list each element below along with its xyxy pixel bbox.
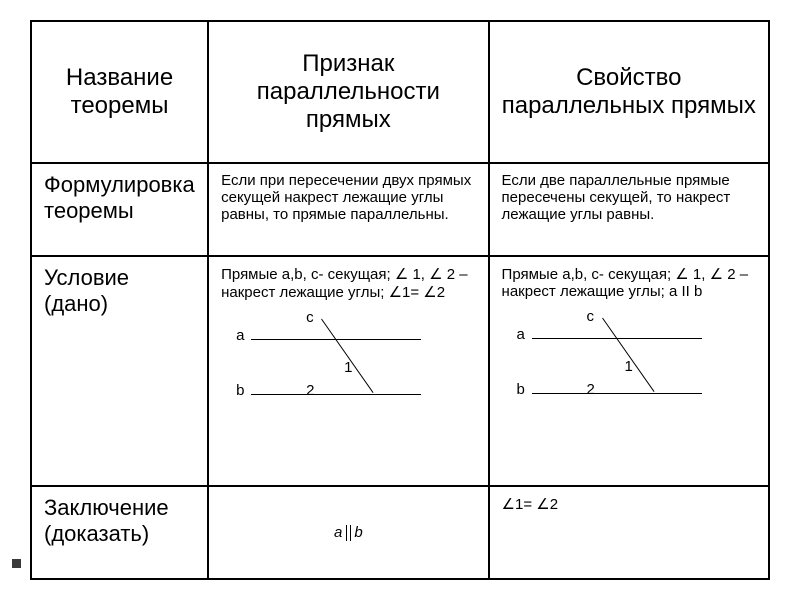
diagram2-line-b (532, 393, 702, 394)
diagram-label-b: b (236, 382, 244, 399)
formulation-criterion: Если при пересечении двух прямых секущей… (208, 163, 488, 256)
diagram2-line-c (602, 318, 654, 392)
theorem-comparison-table: Название теоремы Признак параллельности … (30, 20, 770, 580)
diagram2-label-b: b (517, 381, 525, 398)
diagram-criterion: a b c 1 2 (221, 309, 441, 419)
conclusion-row: Заключение (доказать) ab ∠1= ∠2 (31, 486, 769, 579)
formula-b: b (354, 524, 362, 541)
diagram-line-c (321, 319, 373, 393)
diagram-label-1: 1 (344, 359, 352, 376)
header-parallelism-criterion: Признак параллельности прямых (208, 21, 488, 163)
diagram2-label-2: 2 (587, 381, 595, 398)
formulation-property: Если две параллельные прямые пересечены … (489, 163, 769, 256)
diagram-label-c: c (306, 309, 314, 326)
diagram-label-a: a (236, 327, 244, 344)
condition-criterion: Прямые a,b, c- секущая; ∠ 1, ∠ 2 –накрес… (208, 256, 488, 486)
diagram-line-b (251, 394, 421, 395)
diagram-label-2: 2 (306, 382, 314, 399)
header-theorem-name: Название теоремы (31, 21, 208, 163)
formulation-label: Формулировка теоремы (31, 163, 208, 256)
condition-property: Прямые a,b, c- секущая; ∠ 1, ∠ 2 –накрес… (489, 256, 769, 486)
condition-label: Условие (дано) (31, 256, 208, 486)
header-row: Название теоремы Признак параллельности … (31, 21, 769, 163)
conclusion-label: Заключение (доказать) (31, 486, 208, 579)
condition-criterion-text: Прямые a,b, c- секущая; ∠ 1, ∠ 2 –накрес… (221, 266, 468, 301)
diagram-property: a b c 1 2 (502, 308, 722, 418)
condition-property-text: Прямые a,b, c- секущая; ∠ 1, ∠ 2 –накрес… (502, 266, 749, 300)
diagram2-label-c: c (587, 308, 595, 325)
slide-bullet (12, 559, 21, 568)
conclusion-criterion: ab (208, 486, 488, 579)
diagram2-label-a: a (517, 326, 525, 343)
formula-a: a (334, 524, 342, 541)
header-parallel-property: Свойство параллельных прямых (489, 21, 769, 163)
formulation-row: Формулировка теоремы Если при пересечени… (31, 163, 769, 256)
theorem-table-container: Название теоремы Признак параллельности … (30, 20, 770, 580)
condition-row: Условие (дано) Прямые a,b, c- секущая; ∠… (31, 256, 769, 486)
conclusion-property: ∠1= ∠2 (489, 486, 769, 579)
parallel-symbol (344, 525, 352, 541)
diagram2-label-1: 1 (625, 358, 633, 375)
